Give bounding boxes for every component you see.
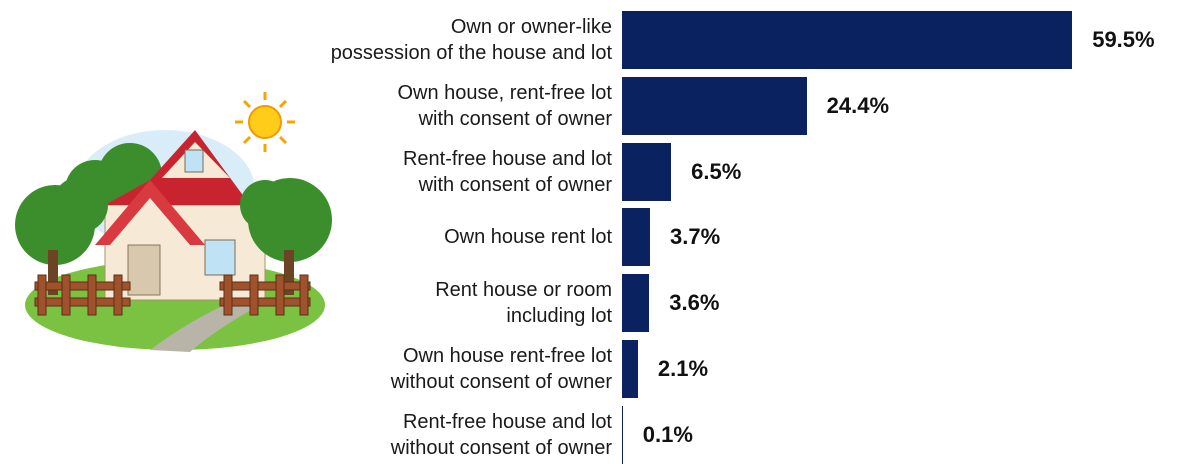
bar — [622, 274, 650, 333]
bar — [622, 405, 623, 464]
category-label: Rent-free house and lot without consent … — [390, 410, 612, 459]
value-label: 3.6% — [669, 290, 720, 316]
category-label: Own or owner-like possession of the hous… — [330, 16, 612, 64]
value-label: 3.7% — [669, 224, 721, 250]
bar — [622, 142, 672, 201]
category-label: Own house, rent-free lot with consent of… — [397, 81, 612, 130]
category-label: Own house rent-free lot without consent … — [390, 345, 612, 393]
bar — [622, 76, 807, 135]
value-label: 24.4% — [826, 92, 890, 118]
value-label: 59.5% — [1092, 27, 1155, 52]
category-label: Rent house or room including lot — [435, 279, 612, 328]
bar — [622, 208, 650, 267]
bar — [622, 340, 638, 398]
house-illustration — [15, 92, 332, 352]
category-label: Own house rent lot — [444, 226, 612, 249]
value-label: 6.5% — [691, 158, 742, 184]
bar — [622, 11, 1073, 69]
category-label: Rent-free house and lot with consent of … — [402, 147, 612, 196]
value-label: 0.1% — [642, 421, 693, 447]
value-label: 2.1% — [657, 356, 709, 381]
